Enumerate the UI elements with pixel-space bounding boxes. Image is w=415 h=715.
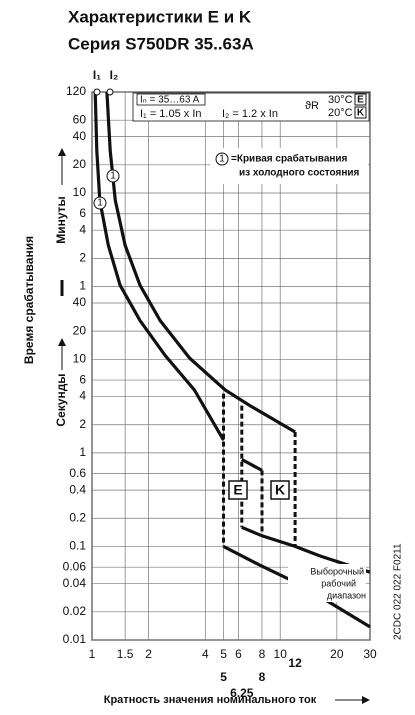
- x-tick-label: 20: [330, 647, 344, 661]
- i1-definition: I₁ = 1.05 x In: [140, 108, 202, 120]
- range-label: рабочий: [321, 578, 356, 588]
- start-point: [106, 88, 114, 96]
- arrow-head: [362, 696, 370, 704]
- note-box: [210, 148, 368, 184]
- x-tick-label: 1: [89, 647, 96, 661]
- curve-marker: [106, 169, 120, 183]
- class: K: [357, 108, 365, 119]
- note-text: =Кривая срабатывания: [231, 153, 348, 165]
- figure-code: 2CDC 022 022 F0211: [393, 543, 404, 640]
- x-tick-label: 30: [363, 647, 377, 661]
- y-tick-label: 0.04: [63, 576, 87, 590]
- x-axis-label: Кратность значения номинального ток: [104, 694, 317, 706]
- y-tick-label: 10: [73, 185, 87, 199]
- selectivity-tick: 6.25: [230, 686, 254, 700]
- y-tick-label: 0.2: [69, 510, 86, 524]
- zone-label: E: [233, 482, 242, 498]
- y-tick-label: 4: [79, 389, 86, 403]
- curve-marker-label: 1: [110, 171, 116, 182]
- y-tick-label: 10: [73, 351, 87, 365]
- y-tick-label: 0.06: [63, 559, 87, 573]
- class-box: [354, 93, 367, 106]
- y-tick-label: 4: [79, 222, 86, 236]
- y-tick-label: 6: [79, 372, 86, 386]
- chart-subtitle: Серия S750DR 35..63A: [68, 34, 254, 53]
- y-tick-label: 20: [73, 157, 87, 171]
- current-label: I₂: [110, 68, 119, 82]
- class-box: [354, 106, 367, 119]
- selectivity-tick: 12: [288, 656, 302, 670]
- zone-box: [228, 480, 248, 500]
- x-tick-label: 4: [202, 647, 209, 661]
- y-tick-label: 40: [73, 295, 87, 309]
- temp: 30°C: [328, 94, 353, 106]
- note-text: из холодного состояния: [239, 168, 360, 179]
- temp-symbol: ϑR: [305, 100, 319, 112]
- selectivity-tick: 5: [220, 670, 227, 684]
- zone-box: [270, 480, 290, 500]
- x-tick-label: 1.5: [117, 647, 134, 661]
- class: E: [357, 95, 364, 106]
- y-tick-label: 1: [79, 445, 86, 459]
- range-label: Выборочный: [310, 566, 364, 576]
- y-tick-label: 2: [79, 417, 86, 431]
- arrow-head: [58, 338, 66, 346]
- y-axis-unit: Минуты: [54, 196, 68, 244]
- selectivity-tick: 8: [259, 670, 266, 684]
- y-tick-label: 1: [79, 279, 86, 293]
- y-tick-label: 0.02: [63, 604, 87, 618]
- x-tick-label: 10: [274, 647, 288, 661]
- rated-box: [136, 93, 206, 106]
- y-tick-label: 60: [73, 112, 87, 126]
- i2-definition: I₂ = 1.2 x In: [222, 108, 278, 120]
- y-tick-label: 0.01: [63, 632, 87, 646]
- temp: 20°C: [328, 107, 353, 119]
- note-symbol: 1: [219, 154, 225, 165]
- y-tick-label: 20: [73, 323, 87, 337]
- current-label: I₁: [93, 68, 101, 82]
- trip-curve: [105, 91, 296, 434]
- y-tick-label: 0.4: [69, 482, 86, 496]
- y-axis-unit: Секунды: [54, 373, 68, 426]
- start-point: [93, 88, 101, 96]
- y-tick-label: 120: [66, 84, 86, 98]
- y-tick-label: 0.6: [69, 466, 86, 480]
- rated-current: Iₙ = 35…63 A: [140, 95, 200, 106]
- curve-marker: [93, 196, 107, 210]
- y-axis-label: Время срабатывания: [22, 236, 36, 364]
- x-tick-label: 6: [235, 647, 242, 661]
- zone-label: K: [275, 482, 285, 498]
- note-circle: [215, 152, 229, 166]
- curve-marker-label: 1: [97, 198, 103, 209]
- trip-curve: [222, 544, 371, 629]
- trip-curve: [241, 458, 263, 472]
- range-label: диапазон: [327, 590, 366, 600]
- y-tick-label: 40: [73, 129, 87, 143]
- y-tick-label: 2: [79, 251, 86, 265]
- x-tick-label: 2: [145, 647, 152, 661]
- y-tick-label: 0.1: [69, 539, 86, 553]
- trip-curve: [93, 91, 225, 441]
- chart-title: Характеристики E и K: [68, 7, 252, 26]
- x-tick-label: 8: [259, 647, 266, 661]
- y-tick-label: 6: [79, 206, 86, 220]
- x-tick-label: 5: [220, 647, 227, 661]
- range-box: [288, 564, 366, 602]
- arrow-head: [58, 148, 66, 156]
